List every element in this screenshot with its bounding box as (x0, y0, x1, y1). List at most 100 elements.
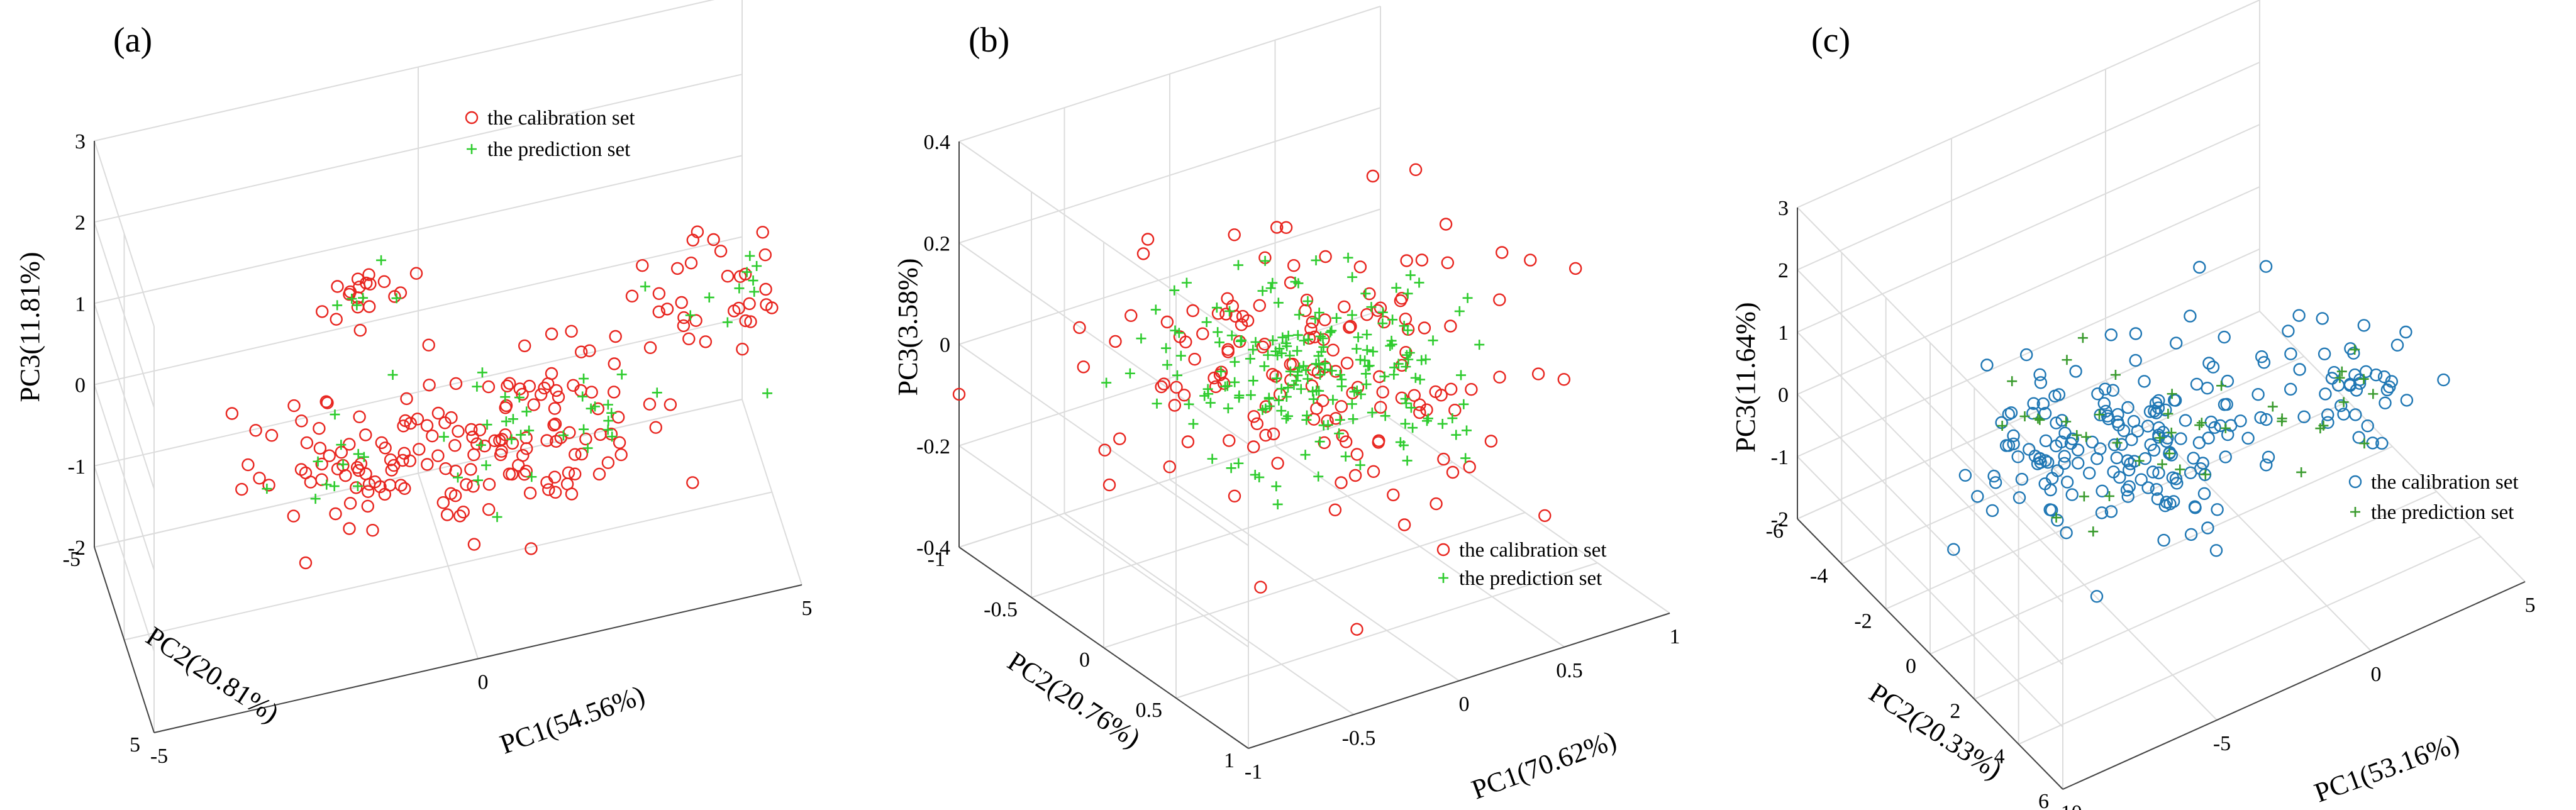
prediction-point (1257, 286, 1268, 296)
calibration-point (360, 276, 373, 290)
prediction-point (1292, 370, 1303, 380)
calibration-point (2113, 470, 2126, 484)
calibration-point (2051, 464, 2064, 477)
calibration-point (467, 538, 481, 551)
prediction-point (2358, 374, 2369, 384)
calibration-point (592, 467, 606, 481)
calibration-point (2060, 526, 2073, 540)
y-tick-label: 0 (1906, 655, 1916, 678)
calibration-point (1223, 434, 1236, 447)
prediction-point (521, 406, 532, 417)
calibration-point (2152, 394, 2165, 408)
calibration-point (2188, 500, 2202, 513)
prediction-point (332, 300, 343, 311)
calibration-point (1394, 294, 1407, 308)
grid-line (94, 384, 155, 570)
calibration-point (540, 434, 553, 447)
calibration-point (2174, 432, 2187, 445)
y-tick-label: -2 (1854, 609, 1872, 633)
calibration-point (2039, 454, 2052, 467)
prediction-point (2164, 448, 2175, 459)
calibration-point (2169, 472, 2183, 485)
prediction-point (1462, 292, 1473, 303)
calibration-point (1300, 294, 1314, 307)
x-tick-label: 0 (2371, 663, 2382, 686)
calibration-point (2369, 369, 2383, 382)
calibration-point (609, 330, 622, 343)
prediction-point (2277, 413, 2287, 424)
calibration-point (2218, 398, 2231, 411)
prediction-point (741, 267, 752, 277)
calibration-point (482, 478, 496, 491)
prediction-point (1386, 335, 1397, 346)
calibration-point (1155, 380, 1168, 394)
calibration-point (2096, 484, 2109, 497)
calibration-point (299, 556, 313, 570)
calibration-point (478, 440, 491, 453)
calibration-point (625, 289, 639, 302)
calibration-point (2284, 382, 2297, 396)
y-tick-label: 1 (1224, 749, 1235, 772)
prediction-point (1323, 419, 1333, 430)
calibration-point (2165, 448, 2179, 462)
calibration-point (452, 424, 465, 438)
calibration-point (482, 503, 496, 516)
prediction-point (1283, 411, 1294, 421)
prediction-point (749, 286, 760, 297)
calibration-point (1306, 316, 1319, 329)
calibration-point (732, 301, 745, 315)
calibration-point (2399, 325, 2412, 339)
prediction-point (1136, 333, 1146, 344)
prediction-point (1263, 350, 1274, 360)
prediction-point (352, 300, 362, 311)
prediction-point (2110, 370, 2121, 380)
prediction-point (579, 424, 589, 435)
prediction-point (338, 459, 348, 470)
calibration-point (1228, 489, 1241, 502)
calibration-point (422, 338, 435, 352)
grid-line (94, 74, 743, 223)
prediction-point (1245, 353, 1255, 364)
calibration-point (2352, 431, 2365, 444)
calibration-point (299, 466, 313, 480)
prediction-point (2104, 491, 2115, 501)
calibration-point (1568, 262, 1582, 275)
calibration-point (313, 441, 327, 455)
calibration-point (488, 434, 501, 447)
z-tick-label: -0.4 (916, 536, 950, 560)
prediction-point (1308, 394, 1319, 404)
prediction-point (558, 430, 569, 441)
calibration-point (1181, 435, 1195, 448)
prediction-point (1400, 418, 1411, 429)
calibration-point (1316, 394, 1330, 408)
calibration-point (1465, 383, 1478, 396)
y-tick-label: 5 (130, 733, 140, 757)
calibration-point (409, 267, 423, 280)
calibration-point (1287, 259, 1301, 272)
calibration-point (1958, 469, 1972, 482)
calibration-point (359, 428, 372, 441)
calibration-point (652, 287, 666, 300)
prediction-point (1462, 425, 1472, 436)
prediction-point (1320, 358, 1331, 369)
calibration-point (2159, 403, 2172, 417)
calibration-point (369, 475, 382, 489)
prediction-point (1233, 458, 1244, 469)
calibration-point (736, 343, 749, 356)
calibration-point (2015, 472, 2029, 486)
y-tick-label: 0 (1079, 648, 1090, 672)
prediction-point (1364, 360, 1375, 371)
calibration-point (460, 478, 473, 491)
prediction-point (1385, 340, 1396, 351)
calibration-point (1318, 436, 1331, 450)
calibration-point (2219, 450, 2232, 463)
calibration-point (2121, 490, 2135, 503)
grid-line (958, 546, 1249, 749)
prediction-point (1265, 283, 1276, 294)
prediction-point (1474, 340, 1485, 350)
prediction-point (1174, 328, 1184, 338)
grid-line (2062, 581, 2526, 790)
calibration-point (550, 384, 563, 397)
prediction-point (2072, 430, 2082, 440)
